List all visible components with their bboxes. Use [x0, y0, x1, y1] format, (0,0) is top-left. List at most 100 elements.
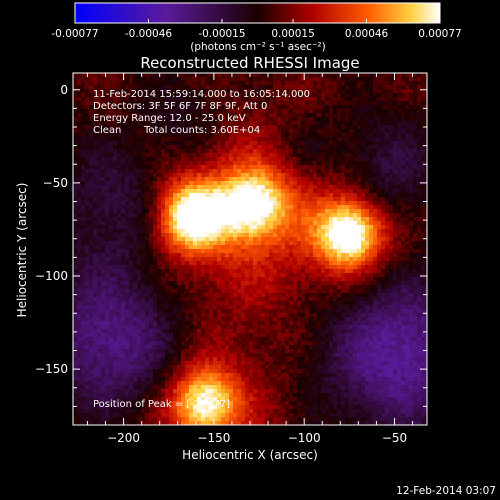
heatmap-cell: [233, 169, 238, 174]
heatmap-cell: [277, 277, 282, 282]
heatmap-cell: [309, 117, 314, 122]
heatmap-cell: [301, 97, 306, 102]
heatmap-cell: [241, 253, 246, 258]
heatmap-cell: [381, 293, 386, 298]
heatmap-cell: [173, 189, 178, 194]
heatmap-cell: [101, 257, 106, 262]
heatmap-cell: [397, 173, 402, 178]
heatmap-cell: [209, 261, 214, 266]
heatmap-cell: [165, 113, 170, 118]
heatmap-cell: [381, 209, 386, 214]
heatmap-cell: [289, 85, 294, 90]
heatmap-cell: [289, 193, 294, 198]
heatmap-cell: [425, 185, 427, 190]
heatmap-cell: [373, 225, 378, 230]
heatmap-cell: [333, 221, 338, 226]
heatmap-cell: [73, 273, 78, 278]
heatmap-cell: [229, 205, 234, 210]
heatmap-cell: [101, 189, 106, 194]
heatmap-cell: [285, 289, 290, 294]
heatmap-cell: [125, 229, 130, 234]
heatmap-cell: [137, 181, 142, 186]
heatmap-cell: [145, 289, 150, 294]
heatmap-cell: [405, 209, 410, 214]
heatmap-cell: [105, 105, 110, 110]
heatmap-cell: [373, 181, 378, 186]
heatmap-cell: [297, 205, 302, 210]
heatmap-cell: [353, 201, 358, 206]
heatmap-cell: [369, 273, 374, 278]
heatmap-cell: [185, 133, 190, 138]
heatmap-cell: [189, 253, 194, 258]
heatmap-cell: [353, 237, 358, 242]
heatmap-cell: [309, 89, 314, 94]
heatmap-cell: [137, 97, 142, 102]
heatmap-cell: [393, 113, 398, 118]
heatmap-cell: [137, 145, 142, 150]
heatmap-cell: [405, 121, 410, 126]
heatmap-cell: [317, 257, 322, 262]
heatmap-cell: [329, 213, 334, 218]
heatmap-cell: [425, 249, 427, 254]
heatmap-cell: [141, 165, 146, 170]
heatmap-cell: [153, 209, 158, 214]
heatmap-cell: [137, 289, 142, 294]
heatmap-cell: [329, 281, 334, 286]
heatmap-cell: [157, 125, 162, 130]
heatmap-cell: [273, 185, 278, 190]
heatmap-cell: [189, 97, 194, 102]
heatmap-cell: [149, 125, 154, 130]
heatmap-cell: [137, 161, 142, 166]
heatmap-cell: [413, 253, 418, 258]
heatmap-cell: [221, 201, 226, 206]
heatmap-cell: [261, 145, 266, 150]
heatmap-cell: [101, 89, 106, 94]
heatmap-cell: [157, 117, 162, 122]
heatmap-cell: [281, 237, 286, 242]
heatmap-cell: [413, 241, 418, 246]
heatmap-cell: [177, 109, 182, 114]
heatmap-cell: [197, 73, 202, 78]
heatmap-cell: [281, 285, 286, 290]
heatmap-cell: [105, 181, 110, 186]
heatmap-cell: [221, 229, 226, 234]
heatmap-cell: [257, 93, 262, 98]
heatmap-cell: [417, 293, 422, 298]
heatmap-cell: [297, 89, 302, 94]
heatmap-cell: [293, 213, 298, 218]
heatmap-cell: [389, 145, 394, 150]
heatmap-cell: [125, 289, 130, 294]
heatmap-cell: [197, 281, 202, 286]
heatmap-cell: [181, 77, 186, 82]
heatmap-cell: [173, 221, 178, 226]
heatmap-cell: [257, 85, 262, 90]
heatmap-cell: [85, 289, 90, 294]
heatmap-cell: [105, 85, 110, 90]
heatmap-cell: [397, 73, 402, 78]
heatmap-cell: [193, 245, 198, 250]
heatmap-cell: [169, 245, 174, 250]
heatmap-cell: [289, 109, 294, 114]
heatmap-cell: [321, 105, 326, 110]
heatmap-cell: [229, 169, 234, 174]
heatmap-cell: [325, 209, 330, 214]
heatmap-cell: [97, 249, 102, 254]
heatmap-cell: [153, 129, 158, 134]
heatmap-cell: [337, 285, 342, 290]
heatmap-cell: [333, 105, 338, 110]
heatmap-cell: [105, 233, 110, 238]
heatmap-cell: [101, 213, 106, 218]
heatmap-cell: [165, 221, 170, 226]
heatmap-cell: [253, 197, 258, 202]
heatmap-cell: [413, 277, 418, 282]
heatmap-cell: [321, 85, 326, 90]
heatmap-cell: [417, 89, 422, 94]
heatmap-cell: [365, 253, 370, 258]
heatmap-cell: [285, 201, 290, 206]
heatmap-cell: [89, 113, 94, 118]
heatmap-cell: [121, 181, 126, 186]
heatmap-cell: [197, 189, 202, 194]
heatmap-cell: [325, 197, 330, 202]
heatmap-cell: [309, 233, 314, 238]
heatmap-cell: [221, 177, 226, 182]
